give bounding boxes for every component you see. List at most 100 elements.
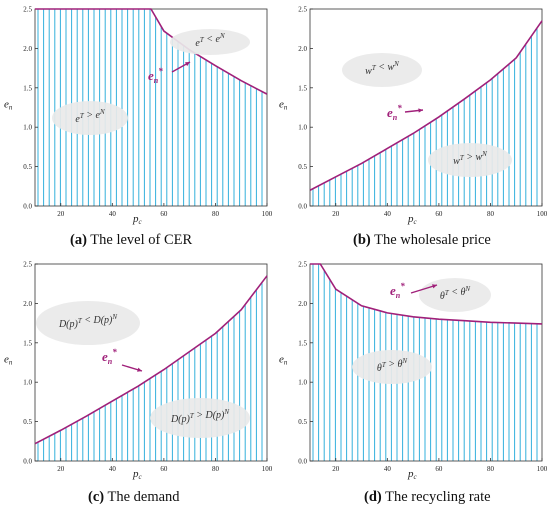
hatch-region	[312, 20, 538, 206]
x-tick-label: 80	[212, 465, 220, 473]
y-tick-label: 1.0	[23, 379, 32, 387]
y-tick-label: 0.0	[23, 203, 32, 211]
y-tick-label: 2.5	[23, 261, 32, 269]
caption-a-text: The level of CER	[90, 232, 193, 248]
x-tick-label: 20	[57, 465, 65, 473]
curve-label: en*	[387, 103, 402, 122]
x-axis-label: pc	[407, 468, 418, 480]
arrowhead-icon	[137, 367, 142, 372]
x-axis-label: pc	[407, 213, 418, 225]
y-tick-label: 0.5	[23, 418, 32, 426]
region-bubble	[419, 278, 491, 312]
x-axis-label: pc	[132, 213, 143, 225]
y-tick-label: 0.0	[298, 203, 307, 211]
y-tick-label: 1.5	[23, 84, 32, 92]
threshold-curve	[34, 275, 268, 445]
caption-c-text: The demand	[107, 489, 180, 505]
y-tick-label: 2.5	[23, 6, 32, 14]
caption-b-letter: (b)	[353, 232, 371, 248]
y-tick-label: 1.0	[23, 124, 32, 132]
y-tick-label: 2.0	[298, 300, 307, 308]
region-bubble	[342, 53, 422, 87]
y-tick-label: 1.0	[298, 124, 307, 132]
x-axis-label: pc	[132, 468, 143, 480]
arrowhead-icon	[432, 284, 437, 289]
x-tick-label: 100	[537, 210, 548, 218]
caption-a: (a) The level of CER	[70, 232, 192, 249]
threshold-curve	[310, 263, 543, 325]
y-tick-label: 1.5	[23, 339, 32, 347]
y-tick-label: 0.5	[298, 418, 307, 426]
y-axis-label: en	[4, 354, 13, 367]
x-tick-label: 40	[109, 465, 117, 473]
arrowhead-icon	[418, 108, 423, 113]
curve-arrow	[410, 284, 438, 294]
x-tick-label: 60	[160, 465, 168, 473]
curve-label: en*	[148, 66, 163, 85]
x-tick-label: 60	[160, 210, 168, 218]
x-tick-label: 80	[212, 210, 220, 218]
x-tick-label: 20	[332, 465, 340, 473]
y-axis-label: en	[279, 99, 288, 112]
threshold-curve	[309, 20, 543, 191]
region-label: eT > eN	[75, 108, 105, 125]
region-label: eT < eN	[195, 32, 225, 49]
arrowhead-icon	[185, 62, 190, 67]
caption-d-text: The recycling rate	[385, 489, 491, 505]
x-tick-label: 20	[57, 210, 65, 218]
y-tick-label: 2.0	[23, 300, 32, 308]
region-bubble	[52, 101, 128, 135]
y-tick-label: 2.0	[298, 45, 307, 53]
region-label: D(p)T > D(p)N	[170, 408, 229, 425]
y-tick-label: 1.5	[298, 84, 307, 92]
region-label: wT < wN	[365, 60, 399, 77]
chart-panel-d: 0.0 0.5 1.0 1.5 2.0 2.5 20 40 60 80 100 pc en θT < θN…	[279, 261, 548, 481]
caption-c-letter: (c)	[88, 489, 105, 505]
region-bubble	[428, 143, 512, 177]
y-tick-label: 1.0	[298, 379, 307, 387]
y-tick-label: 2.5	[298, 261, 307, 269]
region-label: θT > θN	[377, 357, 408, 374]
region-label: θT < θN	[440, 285, 471, 302]
curve-label: en*	[102, 347, 117, 366]
x-tick-label: 40	[384, 465, 392, 473]
x-tick-label: 80	[487, 210, 495, 218]
y-tick-label: 1.5	[298, 339, 307, 347]
y-tick-label: 0.0	[298, 458, 307, 466]
y-tick-label: 0.0	[23, 458, 32, 466]
region-bubble	[352, 350, 432, 384]
x-tick-label: 60	[435, 465, 443, 473]
x-tick-label: 100	[262, 210, 273, 218]
chart-panel-a: 0.0 0.5 1.0 1.5 2.0 2.5 20 40 60 80 100 pc en eT < eN…	[4, 6, 273, 226]
curve-label: en*	[390, 281, 405, 300]
caption-d-letter: (d)	[364, 489, 382, 505]
chart-panel-b: 0.0 0.5 1.0 1.5 2.0 2.5 20 40 60 80 100 pc en wT < wN…	[279, 6, 548, 226]
y-tick-label: 0.5	[298, 163, 307, 171]
caption-b-text: The wholesale price	[374, 232, 491, 248]
plot-frame	[34, 263, 268, 462]
x-tick-label: 100	[262, 465, 273, 473]
y-tick-label: 2.0	[23, 45, 32, 53]
y-axis-label: en	[279, 354, 288, 367]
x-tick-label: 100	[537, 465, 548, 473]
chart-panel-c: 0.0 0.5 1.0 1.5 2.0 2.5 20 40 60 80 100 pc en D(p)T <…	[4, 261, 273, 481]
x-tick-label: 40	[384, 210, 392, 218]
region-label: wT > wN	[453, 150, 487, 167]
y-tick-label: 0.5	[23, 163, 32, 171]
caption-d: (d) The recycling rate	[364, 489, 491, 506]
y-tick-label: 2.5	[298, 6, 307, 14]
region-bubble	[170, 29, 250, 55]
x-tick-label: 20	[332, 210, 340, 218]
y-axis-label: en	[4, 99, 13, 112]
x-tick-label: 40	[109, 210, 117, 218]
region-bubble	[150, 398, 250, 438]
caption-c: (c) The demand	[88, 489, 180, 506]
region-bubble	[36, 301, 140, 345]
caption-b: (b) The wholesale price	[353, 232, 491, 249]
x-tick-label: 60	[435, 210, 443, 218]
caption-a-letter: (a)	[70, 232, 87, 248]
plot-frame	[309, 8, 543, 207]
x-tick-label: 80	[487, 465, 495, 473]
plot-frame	[309, 263, 543, 462]
region-label: D(p)T < D(p)N	[58, 313, 117, 330]
